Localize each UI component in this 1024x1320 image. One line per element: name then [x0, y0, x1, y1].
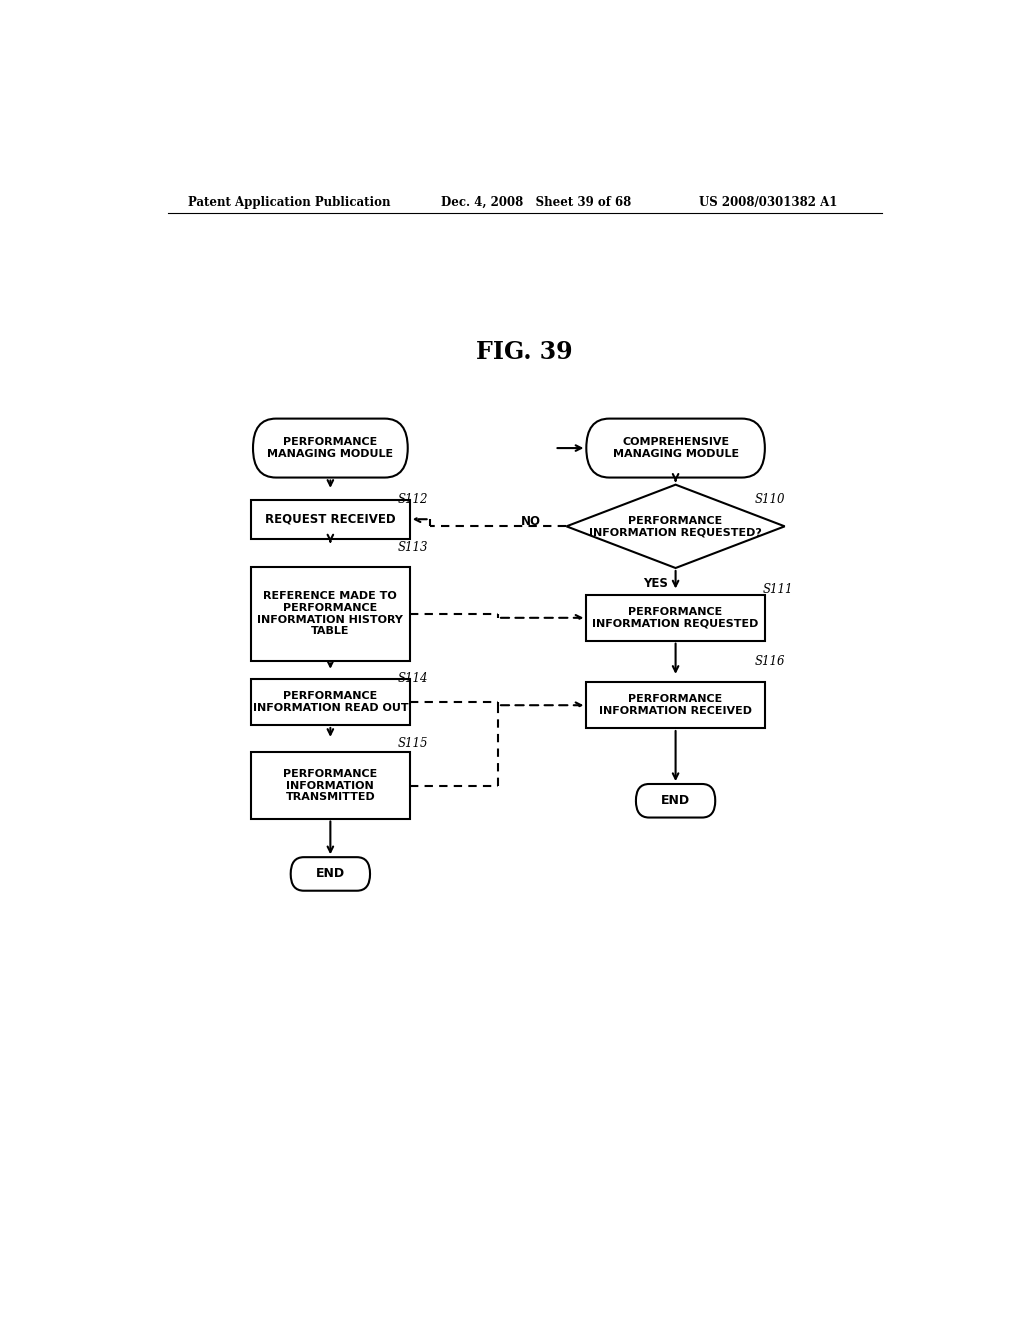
Text: S112: S112	[397, 494, 428, 507]
Text: PERFORMANCE
INFORMATION
TRANSMITTED: PERFORMANCE INFORMATION TRANSMITTED	[284, 770, 378, 803]
Text: Dec. 4, 2008   Sheet 39 of 68: Dec. 4, 2008 Sheet 39 of 68	[441, 195, 632, 209]
Text: END: END	[662, 795, 690, 808]
Text: PERFORMANCE
INFORMATION RECEIVED: PERFORMANCE INFORMATION RECEIVED	[599, 694, 752, 715]
Text: END: END	[315, 867, 345, 880]
Text: YES: YES	[643, 577, 669, 590]
Bar	[251, 752, 410, 818]
Bar	[251, 568, 410, 660]
Bar	[587, 682, 765, 729]
Text: S115: S115	[397, 737, 428, 750]
FancyBboxPatch shape	[253, 418, 408, 478]
Text: REQUEST RECEIVED: REQUEST RECEIVED	[265, 512, 395, 525]
Text: COMPREHENSIVE
MANAGING MODULE: COMPREHENSIVE MANAGING MODULE	[612, 437, 738, 459]
FancyBboxPatch shape	[587, 418, 765, 478]
Text: S111: S111	[763, 583, 794, 595]
Text: S113: S113	[397, 541, 428, 554]
Text: REFERENCE MADE TO
PERFORMANCE
INFORMATION HISTORY
TABLE: REFERENCE MADE TO PERFORMANCE INFORMATIO…	[257, 591, 403, 636]
Text: US 2008/0301382 A1: US 2008/0301382 A1	[699, 195, 838, 209]
Bar	[251, 500, 410, 539]
Text: PERFORMANCE
INFORMATION REQUESTED?: PERFORMANCE INFORMATION REQUESTED?	[589, 516, 762, 537]
Text: FIG. 39: FIG. 39	[476, 339, 573, 363]
Text: NO: NO	[521, 515, 541, 528]
Bar	[587, 595, 765, 640]
Text: S116: S116	[755, 655, 785, 668]
Bar	[251, 680, 410, 725]
Text: Patent Application Publication: Patent Application Publication	[187, 195, 390, 209]
Text: PERFORMANCE
INFORMATION READ OUT: PERFORMANCE INFORMATION READ OUT	[253, 692, 409, 713]
Text: PERFORMANCE
MANAGING MODULE: PERFORMANCE MANAGING MODULE	[267, 437, 393, 459]
Polygon shape	[566, 484, 784, 568]
FancyBboxPatch shape	[636, 784, 715, 817]
Text: S110: S110	[755, 494, 785, 507]
Text: PERFORMANCE
INFORMATION REQUESTED: PERFORMANCE INFORMATION REQUESTED	[593, 607, 759, 628]
FancyBboxPatch shape	[291, 857, 370, 891]
Text: S114: S114	[397, 672, 428, 685]
